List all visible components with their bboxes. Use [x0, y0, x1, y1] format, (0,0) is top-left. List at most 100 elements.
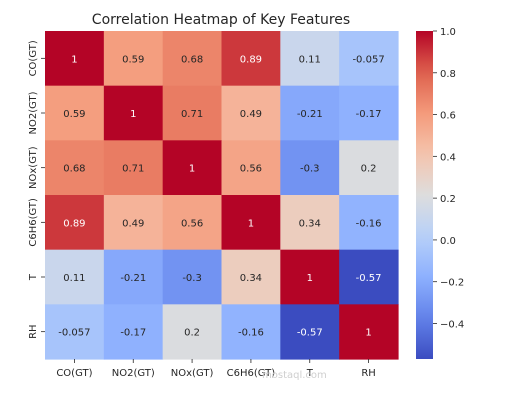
- heatmap-cell: [339, 195, 399, 251]
- cell-value-label: -0.057: [58, 328, 90, 339]
- cell-value-label: 0.68: [63, 164, 85, 175]
- colorbar-tick-label: 0.8: [440, 69, 456, 80]
- cell-value-label: -0.3: [182, 273, 202, 284]
- cell-value-label: 0.68: [181, 54, 203, 65]
- heatmap-cell: [103, 85, 164, 141]
- heatmap-cell: [103, 249, 164, 305]
- heatmap-cell: [280, 140, 340, 196]
- y-tick-label: C6H6(GT): [28, 198, 39, 247]
- heatmap-cell: [45, 85, 105, 141]
- heatmap-cell: [280, 249, 340, 305]
- cell-value-label: 1: [307, 273, 313, 284]
- colorbar: 1.0 0.8 0.6 0.4 0.2 0.0 −0.2 −0.4: [416, 27, 464, 359]
- watermark: mostaql.com: [262, 370, 327, 381]
- cell-value-label: -0.21: [297, 109, 323, 120]
- heatmap-cell: [45, 304, 105, 360]
- cell-value-label: -0.16: [356, 218, 382, 229]
- heatmap-cell: [162, 304, 223, 360]
- cell-value-label: 1: [130, 109, 136, 120]
- y-tick-label: RH: [28, 324, 39, 338]
- colorbar-tick-label: 0.6: [440, 111, 456, 122]
- cell-value-label: 0.89: [63, 218, 85, 229]
- y-tick-label: NOx(GT): [28, 146, 39, 189]
- colorbar-tick-label: −0.4: [440, 319, 464, 330]
- x-axis: CO(GT) NO2(GT) NOx(GT) C6H6(GT) T RH: [56, 359, 376, 379]
- heatmap-cells: 1 0.59 0.68 0.89 0.11 -0.057 0.59 1 0.71 0.49 -0.2…: [45, 31, 399, 360]
- colorbar-tick-label: 0.0: [440, 236, 456, 247]
- colorbar-tick-label: −0.2: [440, 278, 464, 289]
- heatmap-cell: [339, 140, 399, 196]
- colorbar-tick-label: 1.0: [440, 27, 456, 38]
- heatmap-cell: [339, 85, 399, 141]
- cell-value-label: 0.89: [240, 54, 262, 65]
- cell-value-label: 0.34: [240, 273, 262, 284]
- chart-title: Correlation Heatmap of Key Features: [92, 12, 350, 28]
- heatmap-cell: [280, 31, 340, 87]
- heatmap-cell: [221, 85, 281, 141]
- colorbar-tick-label: 0.4: [440, 152, 456, 163]
- cell-value-label: -0.57: [356, 273, 382, 284]
- y-tick-label: CO(GT): [28, 40, 39, 76]
- cell-value-label: 1: [189, 164, 195, 175]
- heatmap-cell: [221, 249, 281, 305]
- cell-value-label: -0.57: [297, 328, 323, 339]
- heatmap-cell: [162, 195, 223, 251]
- y-axis: CO(GT) NO2(GT) NOx(GT) C6H6(GT) T RH: [28, 40, 45, 339]
- x-tick-label: NOx(GT): [171, 368, 214, 379]
- heatmap-cell: [339, 304, 399, 360]
- cell-value-label: 0.59: [122, 54, 144, 65]
- cell-value-label: 0.2: [184, 328, 200, 339]
- heatmap-cell: [280, 195, 340, 251]
- cell-value-label: 0.71: [181, 109, 203, 120]
- cell-value-label: 0.11: [299, 54, 321, 65]
- cell-value-label: 0.49: [122, 218, 144, 229]
- cell-value-label: 0.34: [299, 218, 321, 229]
- x-tick-label: T: [306, 368, 314, 379]
- heatmap-cell: [103, 31, 164, 87]
- cell-value-label: 1: [365, 328, 371, 339]
- cell-value-label: -0.21: [120, 273, 146, 284]
- x-tick-label: C6H6(GT): [227, 368, 276, 379]
- cell-value-label: -0.3: [300, 164, 320, 175]
- cell-value-label: 0.11: [63, 273, 85, 284]
- heatmap-cell: [162, 85, 223, 141]
- cell-value-label: -0.17: [356, 109, 382, 120]
- cell-value-label: 0.56: [181, 218, 203, 229]
- y-tick-label: NO2(GT): [28, 91, 39, 134]
- colorbar-gradient: [416, 31, 433, 359]
- x-tick-label: RH: [361, 368, 375, 379]
- heatmap-cell: [103, 304, 164, 360]
- heatmap-cell: [221, 140, 281, 196]
- heatmap-cell: [280, 85, 340, 141]
- heatmap-cell: [103, 195, 164, 251]
- heatmap-cell: [339, 249, 399, 305]
- cell-value-label: 0.49: [240, 109, 262, 120]
- x-tick-label: NO2(GT): [112, 368, 155, 379]
- heatmap-cell: [45, 140, 105, 196]
- y-tick-label: T: [28, 273, 39, 281]
- cell-value-label: 1: [248, 218, 254, 229]
- heatmap-cell: [221, 31, 281, 87]
- x-tick-label: CO(GT): [56, 368, 92, 379]
- heatmap-cell: [45, 195, 105, 251]
- cell-value-label: 0.2: [361, 164, 377, 175]
- cell-value-label: 0.56: [240, 164, 262, 175]
- heatmap-cell: [221, 195, 281, 251]
- cell-value-label: -0.16: [238, 328, 264, 339]
- cell-value-label: -0.17: [120, 328, 146, 339]
- heatmap-cell: [339, 31, 399, 87]
- heatmap-cell: [103, 140, 164, 196]
- heatmap-cell: [280, 304, 340, 360]
- cell-value-label: 1: [71, 54, 77, 65]
- heatmap-cell: [221, 304, 281, 360]
- heatmap-cell: [45, 249, 105, 305]
- heatmap-cell: [45, 31, 105, 87]
- heatmap-cell: [162, 140, 223, 196]
- heatmap-cell: [162, 31, 223, 87]
- colorbar-tick-label: 0.2: [440, 194, 456, 205]
- cell-value-label: -0.057: [352, 54, 384, 65]
- cell-value-label: 0.59: [63, 109, 85, 120]
- cell-value-label: 0.71: [122, 164, 144, 175]
- heatmap-cell: [162, 249, 223, 305]
